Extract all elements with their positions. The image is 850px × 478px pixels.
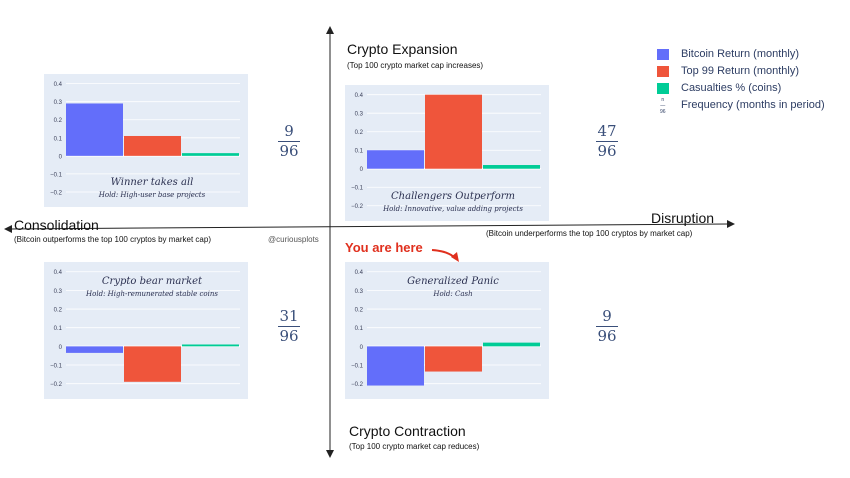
legend-label: Casualties % [681, 82, 746, 94]
left-axis-subtitle: (Bitcoin outperforms the top 100 cryptos… [14, 235, 211, 244]
frequency-denominator: 96 [279, 327, 299, 345]
chart-title: Challengers Outperform [391, 191, 515, 202]
bar-top-99-return [425, 346, 482, 372]
legend-unit: (monthly) [753, 48, 799, 60]
bottom-axis-title: Crypto Contraction [349, 423, 466, 439]
frequency-numerator: 31 [279, 307, 299, 325]
legend-swatch [657, 83, 669, 94]
top-axis-subtitle: (Top 100 crypto market cap increases) [347, 61, 484, 70]
legend-label: Top 99 Return [681, 65, 751, 77]
chart-subtitle: Hold: Innovative, value adding projects [382, 205, 523, 213]
legend-label: Frequency (months in period) [681, 99, 825, 111]
legend-unit: (monthly) [753, 65, 800, 77]
y-tick-label: −0.2 [351, 204, 364, 210]
chart-title: Crypto bear market [102, 276, 203, 287]
bar-chart-top-left: −0.2 −0.1 0 0.1 0.2 0.3 0.4 Winner takes all Hol… [44, 74, 248, 207]
y-tick-label: 0.2 [54, 118, 63, 124]
y-tick-label: 0 [59, 345, 63, 351]
quadrant-axes [4, 26, 735, 458]
frequency-numerator: 9 [284, 122, 294, 140]
bar-bitcoin-return [66, 103, 123, 156]
y-tick-label: 0.2 [355, 308, 364, 314]
y-tick-label: 0.1 [355, 149, 364, 155]
arrow-up-icon [326, 26, 334, 34]
y-tick-label: 0.3 [355, 112, 364, 118]
legend-swatch [657, 49, 669, 60]
y-tick-label: 0.1 [54, 136, 63, 142]
y-tick-label: 0 [59, 154, 63, 160]
legend-unit: (coins) [748, 82, 782, 94]
frequency-denominator: 96 [597, 142, 617, 160]
y-tick-label: 0.3 [54, 289, 63, 295]
y-tick-label: 0.3 [355, 289, 364, 295]
fraction-symbol-icon: n ― 96 [660, 97, 666, 115]
bar-bitcoin-return [66, 346, 123, 353]
frequency-top-left: 9 96 [276, 123, 302, 160]
arrow-right-icon [727, 220, 735, 228]
arrow-down-icon [326, 450, 334, 458]
y-tick-label: −0.1 [351, 364, 364, 370]
y-tick-label: −0.1 [50, 364, 63, 370]
here-arrow-icon [451, 252, 459, 262]
frequency-numerator: 9 [602, 307, 612, 325]
bar-casualties- [182, 153, 239, 156]
y-tick-label: 0.3 [54, 100, 63, 106]
fraction-bar [596, 141, 618, 142]
top-axis-title: Crypto Expansion [347, 41, 458, 57]
y-tick-label: 0.4 [54, 82, 63, 88]
chart-title: Generalized Panic [407, 276, 499, 287]
bar-chart-bottom-right: −0.2 −0.1 0 0.1 0.2 0.3 0.4 Generalized Panic Ho… [345, 262, 549, 399]
right-axis-subtitle: (Bitcoin underperforms the top 100 crypt… [486, 229, 693, 238]
y-tick-label: −0.1 [351, 186, 364, 192]
y-tick-label: 0.2 [54, 308, 63, 314]
y-tick-label: −0.1 [50, 172, 63, 178]
y-tick-label: −0.2 [351, 382, 364, 388]
fraction-bar [278, 141, 300, 142]
bottom-axis-subtitle: (Top 100 crypto market cap reduces) [349, 442, 480, 451]
frequency-bottom-left: 31 96 [276, 308, 302, 345]
y-tick-label: 0 [360, 345, 364, 351]
y-tick-label: 0.1 [54, 326, 63, 332]
y-tick-label: 0.1 [355, 326, 364, 332]
chart-subtitle: Hold: Cash [432, 290, 472, 298]
legend-swatch [657, 66, 669, 77]
y-tick-label: 0.2 [355, 130, 364, 136]
bar-bitcoin-return [367, 150, 424, 169]
fraction-bar [278, 326, 300, 327]
y-tick-label: 0.4 [355, 93, 364, 99]
y-tick-label: 0 [360, 167, 364, 173]
arrow-left-icon [4, 225, 12, 233]
chart-subtitle: Hold: High-user base projects [98, 191, 206, 199]
y-tick-label: 0.4 [54, 270, 63, 276]
frequency-numerator: 47 [597, 122, 617, 140]
author-handle: @curiousplots [268, 235, 319, 244]
fraction-bar [596, 326, 618, 327]
frequency-denominator: 96 [279, 142, 299, 160]
y-tick-label: −0.2 [50, 190, 63, 196]
bar-charts: −0.2 −0.1 0 0.1 0.2 0.3 0.4 Winner takes all Hol… [44, 74, 549, 399]
frequency-top-right: 47 96 [594, 123, 620, 160]
legend-label: Bitcoin Return [681, 48, 751, 60]
bar-top-99-return [124, 135, 181, 156]
y-tick-label: 0.4 [355, 270, 364, 276]
chart-subtitle: Hold: High-remunerated stable coins [85, 290, 218, 298]
right-axis-title: Disruption [651, 210, 715, 226]
frequency-bottom-right: 9 96 [594, 308, 620, 345]
left-axis-title: Consolidation [14, 217, 99, 233]
chart-title: Winner takes all [111, 177, 194, 188]
you-are-here-label: You are here [345, 240, 423, 255]
frequency-denominator: 96 [597, 327, 617, 345]
bar-chart-top-right: −0.2 −0.1 0 0.1 0.2 0.3 0.4 Challengers Outperf… [345, 85, 549, 221]
bar-casualties- [483, 165, 540, 169]
bar-chart-bottom-left: −0.2 −0.1 0 0.1 0.2 0.3 0.4 Crypto bear market H… [44, 262, 248, 399]
y-tick-label: −0.2 [50, 382, 63, 388]
bar-top-99-return [124, 346, 181, 382]
bar-casualties- [483, 342, 540, 347]
bar-bitcoin-return [367, 346, 424, 386]
horizontal-axis-line [9, 223, 729, 230]
bar-top-99-return [425, 94, 482, 169]
bar-casualties- [182, 344, 239, 347]
